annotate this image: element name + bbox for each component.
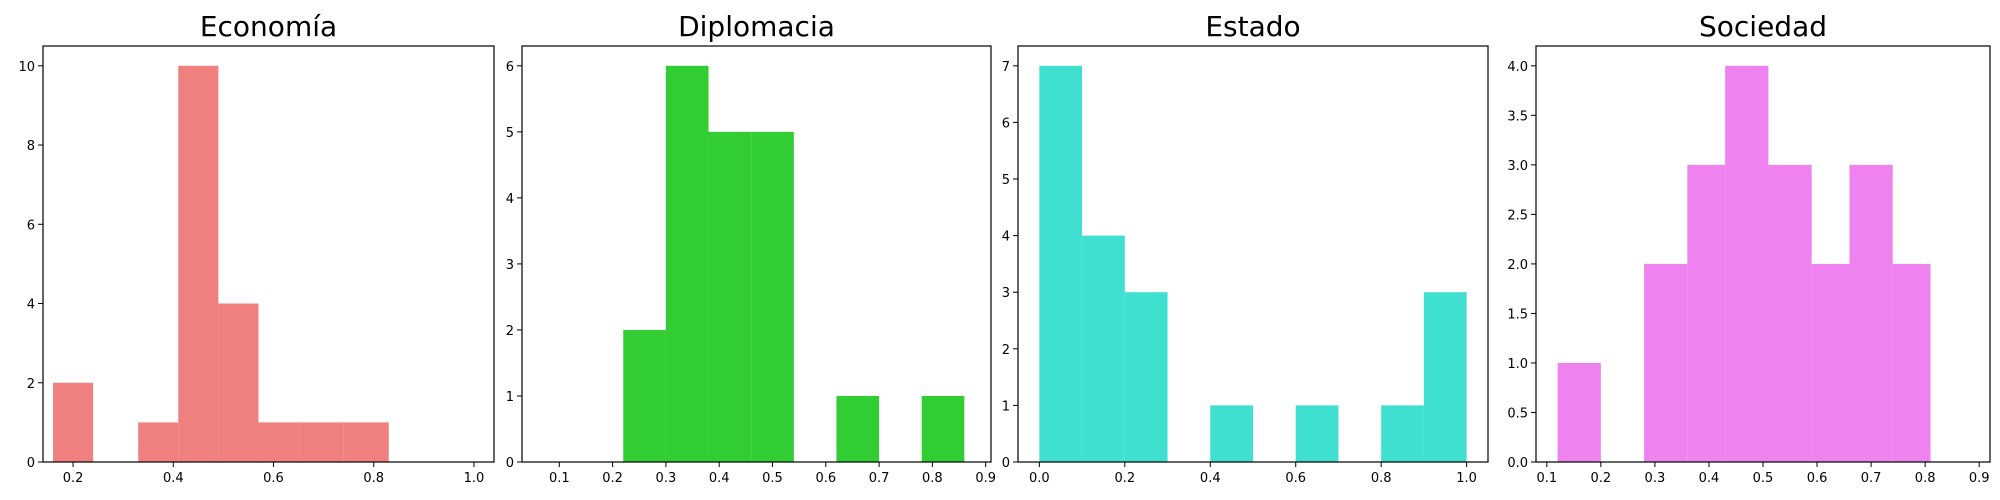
x-tick-label: 0.7: [869, 471, 890, 486]
histogram-bar: [708, 131, 752, 463]
panel-title: Diplomacia: [678, 10, 835, 43]
x-tick-label: 0.1: [1536, 471, 1557, 486]
y-tick-label: 4: [27, 298, 35, 313]
histogram-bar: [1768, 164, 1812, 462]
x-tick-label: 0.4: [163, 471, 184, 486]
histogram-bar: [1725, 65, 1769, 463]
y-tick-label: 5: [506, 126, 514, 141]
axes-frame: [521, 45, 992, 463]
y-tick-label: 0: [1002, 456, 1010, 471]
y-tick-label: 0: [27, 456, 35, 471]
axes-frame: [42, 45, 495, 463]
histogram-bar: [298, 422, 344, 462]
y-tick-label: 1.0: [1507, 357, 1528, 372]
y-tick-label: 3.0: [1507, 159, 1528, 174]
histogram-bar: [1295, 405, 1339, 462]
y-tick-label: 6: [27, 218, 35, 233]
histogram-bar: [1644, 263, 1688, 462]
histogram-bar: [1557, 362, 1601, 462]
y-tick-label: 4: [506, 192, 514, 207]
x-tick-label: 1.0: [1456, 471, 1477, 486]
y-tick-label: 10: [18, 60, 35, 75]
x-tick-label: 0.4: [1200, 471, 1221, 486]
x-tick-label: 0.5: [1753, 471, 1774, 486]
y-tick-label: 6: [1002, 116, 1010, 131]
histogram-bar: [1687, 164, 1726, 462]
y-tick-label: 6: [506, 60, 514, 75]
histogram-bar: [1124, 292, 1168, 462]
histogram-bar: [343, 422, 389, 462]
y-tick-label: 3: [1002, 286, 1010, 301]
histogram-bar: [1423, 292, 1467, 462]
x-tick-label: 0.6: [1807, 471, 1828, 486]
histogram-bar: [1892, 263, 1931, 462]
x-tick-label: 0.3: [656, 471, 677, 486]
x-tick-label: 0.2: [602, 471, 623, 486]
x-tick-label: 0.6: [263, 471, 284, 486]
histogram-bar: [53, 382, 94, 462]
x-tick-label: 0.0: [1029, 471, 1050, 486]
panel-diplomacia: Diplomacia 0.1 0.2 0.3 0.4 0.5 0.6 0.7 0.8 0.9 0 1…: [506, 10, 996, 486]
histogram-bar: [258, 422, 299, 462]
histogram-bar: [218, 303, 259, 462]
histogram-bar: [751, 131, 794, 463]
x-tick-label: 0.9: [1969, 471, 1990, 486]
y-tick-label: 1: [506, 390, 514, 405]
histogram-bar: [623, 329, 666, 462]
x-tick-label: 0.7: [1861, 471, 1882, 486]
y-tick-label: 4: [1002, 230, 1010, 245]
y-tick-label: 2: [27, 377, 35, 392]
y-tick-label: 1.5: [1507, 307, 1528, 322]
x-tick-label: 1.0: [464, 471, 485, 486]
panel-title: Estado: [1205, 10, 1300, 43]
histogram-bar: [1039, 65, 1083, 463]
y-tick-label: 0.0: [1507, 456, 1528, 471]
histogram-bar: [665, 65, 709, 463]
histogram-bar: [1082, 235, 1125, 462]
x-tick-label: 0.2: [63, 471, 84, 486]
panel-title: Economía: [200, 10, 337, 43]
x-tick-label: 0.9: [975, 471, 996, 486]
histogram-bar: [1811, 263, 1850, 462]
histogram-bar: [1381, 405, 1424, 462]
y-tick-label: 4.0: [1507, 60, 1528, 75]
axes-frame: [1017, 45, 1489, 463]
panel-sociedad: Sociedad 0.1 0.2 0.3 0.4 0.5 0.6 0.7 0.8 0.9 0.0 0…: [1507, 10, 1991, 486]
y-tick-label: 8: [27, 139, 35, 154]
y-tick-label: 3: [506, 258, 514, 273]
histogram-bar: [1849, 164, 1893, 462]
y-tick-label: 2.0: [1507, 258, 1528, 273]
x-tick-label: 0.6: [815, 471, 836, 486]
x-tick-label: 0.8: [1915, 471, 1936, 486]
x-tick-label: 0.8: [363, 471, 384, 486]
x-tick-label: 0.4: [709, 471, 730, 486]
panel-estado: Estado 0.0 0.2 0.4 0.6 0.8 1.0 0 1 2 3 4 5 6 7: [1002, 10, 1489, 486]
histogram-bar: [836, 395, 880, 462]
x-tick-label: 0.8: [922, 471, 943, 486]
y-tick-label: 2: [506, 324, 514, 339]
histogram-bar: [138, 422, 179, 462]
x-tick-label: 0.2: [1114, 471, 1135, 486]
x-tick-label: 0.8: [1371, 471, 1392, 486]
x-tick-label: 0.1: [549, 471, 570, 486]
y-tick-label: 2: [1002, 343, 1010, 358]
panel-title: Sociedad: [1699, 10, 1827, 43]
x-tick-label: 0.2: [1591, 471, 1612, 486]
y-tick-label: 2.5: [1507, 208, 1528, 223]
y-tick-label: 0: [506, 456, 514, 471]
y-tick-label: 1: [1002, 399, 1010, 414]
y-tick-label: 0.5: [1507, 406, 1528, 421]
histogram-bar: [921, 395, 965, 462]
histogram-bar: [178, 65, 219, 463]
x-tick-label: 0.4: [1699, 471, 1720, 486]
y-tick-label: 7: [1002, 60, 1010, 75]
histogram-bar: [1210, 405, 1253, 462]
panel-economia: Economía 0.2 0.4 0.6 0.8 1.0 0 2 4 6 8 10: [18, 10, 495, 486]
x-tick-label: 0.5: [762, 471, 783, 486]
x-tick-label: 0.6: [1285, 471, 1306, 486]
y-tick-label: 5: [1002, 173, 1010, 188]
x-tick-label: 0.3: [1645, 471, 1666, 486]
y-tick-label: 3.5: [1507, 109, 1528, 124]
